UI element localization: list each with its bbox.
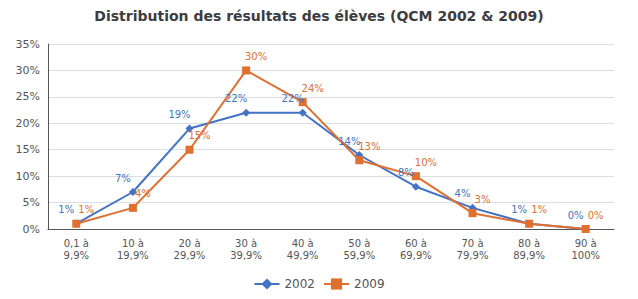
svg-text:30 à: 30 à [235, 238, 257, 249]
svg-text:20%: 20% [16, 117, 40, 130]
svg-text:39,9%: 39,9% [230, 250, 262, 261]
svg-text:22%: 22% [225, 93, 247, 104]
svg-text:8%: 8% [398, 167, 414, 178]
svg-text:5%: 5% [23, 196, 40, 209]
svg-text:7%: 7% [115, 173, 131, 184]
svg-text:0%: 0% [588, 210, 604, 221]
svg-text:30%: 30% [245, 51, 267, 62]
svg-text:1%: 1% [78, 204, 94, 215]
svg-text:20 à: 20 à [178, 238, 200, 249]
svg-text:35%: 35% [16, 38, 40, 51]
svg-text:15%: 15% [188, 130, 210, 141]
svg-text:14%: 14% [338, 136, 360, 147]
svg-text:80 à: 80 à [518, 238, 540, 249]
svg-text:1%: 1% [511, 204, 527, 215]
svg-text:90 à: 90 à [575, 238, 597, 249]
svg-text:10%: 10% [415, 157, 437, 168]
svg-text:22%: 22% [282, 93, 304, 104]
svg-text:Distribution des résultats des: Distribution des résultats des élèves (Q… [94, 8, 543, 24]
svg-text:59,9%: 59,9% [343, 250, 375, 261]
svg-text:1%: 1% [58, 204, 74, 215]
svg-text:50 à: 50 à [348, 238, 370, 249]
svg-text:0%: 0% [568, 210, 584, 221]
svg-text:15%: 15% [16, 143, 40, 156]
svg-text:0%: 0% [23, 223, 40, 236]
svg-text:70 à: 70 à [461, 238, 483, 249]
svg-text:3%: 3% [475, 194, 491, 205]
svg-text:89,9%: 89,9% [513, 250, 545, 261]
svg-text:9,9%: 9,9% [64, 250, 89, 261]
svg-text:2002: 2002 [284, 277, 315, 291]
svg-text:100%: 100% [571, 250, 600, 261]
svg-text:19%: 19% [168, 109, 190, 120]
svg-text:40 à: 40 à [292, 238, 314, 249]
svg-text:1%: 1% [531, 204, 547, 215]
svg-text:49,9%: 49,9% [287, 250, 319, 261]
svg-text:69,9%: 69,9% [400, 250, 432, 261]
svg-text:24%: 24% [302, 83, 324, 94]
svg-text:4%: 4% [455, 188, 471, 199]
svg-text:60 à: 60 à [405, 238, 427, 249]
svg-text:0,1 à: 0,1 à [64, 238, 89, 249]
svg-text:30%: 30% [16, 64, 40, 77]
svg-text:4%: 4% [135, 188, 151, 199]
svg-text:25%: 25% [16, 90, 40, 103]
svg-text:19,9%: 19,9% [117, 250, 149, 261]
svg-text:79,9%: 79,9% [457, 250, 489, 261]
svg-text:10 à: 10 à [122, 238, 144, 249]
svg-text:2009: 2009 [354, 277, 385, 291]
svg-text:29,9%: 29,9% [174, 250, 206, 261]
svg-text:10%: 10% [16, 170, 40, 183]
svg-text:13%: 13% [358, 141, 380, 152]
